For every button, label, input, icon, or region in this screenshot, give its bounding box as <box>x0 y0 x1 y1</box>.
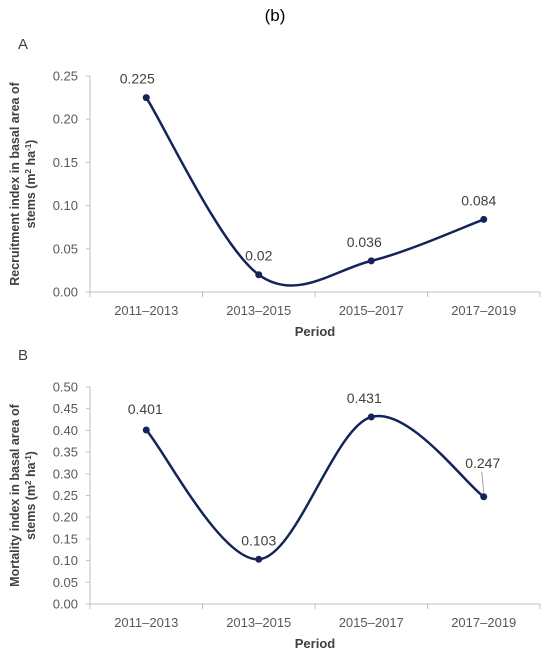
data-label: 0.247 <box>465 455 500 471</box>
x-tick-label: 2015–2017 <box>339 615 404 630</box>
data-point <box>255 555 263 563</box>
x-tick-label: 2011–2013 <box>114 303 178 318</box>
x-tick-label: 2015–2017 <box>339 303 404 318</box>
data-label: 0.02 <box>245 248 272 264</box>
data-label: 0.225 <box>120 71 155 87</box>
x-tick-label: 2011–2013 <box>114 615 178 630</box>
chart-panel-a: A 0.00 0.05 0.10 0.15 0.20 0.25 2011–2013 2013–2… <box>8 36 541 339</box>
data-point <box>142 94 150 102</box>
y-tick-label: 0.45 <box>53 401 78 416</box>
data-label: 0.431 <box>347 390 382 406</box>
data-point <box>480 215 488 223</box>
panel-letter: B <box>18 347 28 364</box>
y-tick-label: 0.40 <box>53 423 78 438</box>
data-point <box>142 426 150 434</box>
y-tick-label: 0.25 <box>53 69 78 84</box>
x-tick-label: 2013–2015 <box>226 303 291 318</box>
data-label: 0.036 <box>347 234 382 250</box>
y-tick-label: 0.10 <box>53 198 78 213</box>
data-label: 0.084 <box>461 192 496 208</box>
x-axis-title: Period <box>295 636 336 651</box>
series-line <box>145 96 485 287</box>
y-tick-label: 0.30 <box>53 466 78 481</box>
y-tick-label: 0.25 <box>53 488 78 503</box>
series-line <box>145 414 485 561</box>
data-point <box>367 257 375 265</box>
y-tick-label: 0.00 <box>53 597 78 612</box>
y-tick-label: 0.00 <box>53 285 78 300</box>
y-axis-title: Recruitment index in basal area of stems … <box>8 81 38 285</box>
data-point <box>367 413 375 421</box>
chart-panel-b: B 0.00 0.05 0.10 0.15 0.20 0.25 0.30 0.35 0.40 0.4… <box>8 347 541 651</box>
data-point <box>255 271 263 279</box>
data-point <box>480 493 488 501</box>
data-label-leader <box>481 471 485 493</box>
y-tick-label: 0.10 <box>53 553 78 568</box>
y-tick-label: 0.05 <box>53 575 78 590</box>
x-axis-title: Period <box>295 324 336 339</box>
data-label: 0.401 <box>128 401 163 417</box>
y-tick-label: 0.15 <box>53 155 78 170</box>
panel-letter: A <box>18 36 28 53</box>
y-tick-label: 0.20 <box>53 112 78 127</box>
x-tick-label: 2013–2015 <box>226 615 291 630</box>
y-tick-label: 0.35 <box>53 445 78 460</box>
y-tick-label: 0.50 <box>53 380 78 395</box>
figure-title: (b) <box>264 6 286 25</box>
x-tick-label: 2017–2019 <box>451 303 516 318</box>
y-axis-title: Mortality index in basal area of stems (m… <box>8 403 38 587</box>
y-tick-label: 0.15 <box>53 531 78 546</box>
x-tick-label: 2017–2019 <box>451 615 516 630</box>
y-tick-label: 0.20 <box>53 510 78 525</box>
y-tick-label: 0.05 <box>53 241 78 256</box>
data-label: 0.103 <box>241 532 276 548</box>
